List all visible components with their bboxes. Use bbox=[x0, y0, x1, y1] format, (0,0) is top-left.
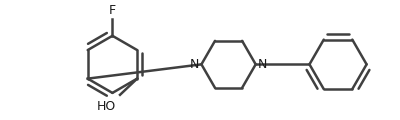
Text: HO: HO bbox=[97, 100, 116, 113]
Text: F: F bbox=[109, 4, 116, 17]
Text: N: N bbox=[258, 58, 267, 71]
Text: N: N bbox=[190, 58, 200, 71]
